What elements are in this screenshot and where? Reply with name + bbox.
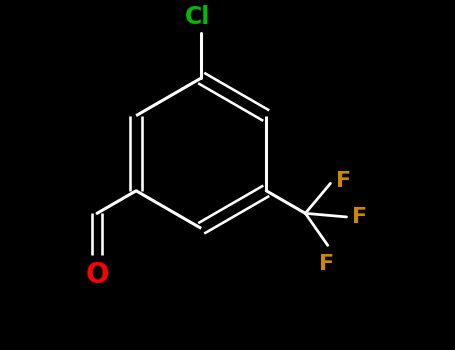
Text: O: O [85, 261, 109, 289]
Text: F: F [352, 207, 367, 227]
Text: F: F [336, 171, 351, 191]
Text: Cl: Cl [185, 5, 210, 29]
Text: F: F [318, 254, 334, 274]
